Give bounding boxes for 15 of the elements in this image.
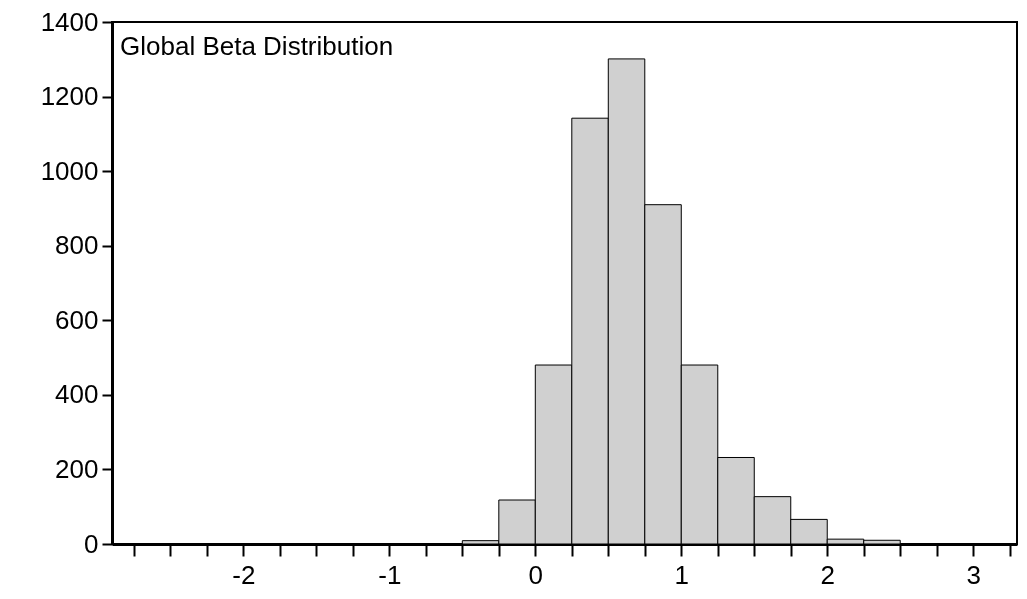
x-tick-label: -1 bbox=[378, 559, 402, 590]
x-tick-label: 2 bbox=[820, 559, 835, 590]
y-tick-label: 0 bbox=[84, 528, 99, 559]
y-tick-label: 1400 bbox=[40, 6, 99, 37]
y-tick-label: 1000 bbox=[40, 155, 99, 186]
y-tick-label: 800 bbox=[55, 230, 99, 261]
x-tick-label: 3 bbox=[966, 559, 981, 590]
x-tick-label: -2 bbox=[232, 559, 256, 590]
y-tick-label: 200 bbox=[55, 453, 99, 484]
x-tick-label: 1 bbox=[674, 559, 690, 590]
y-tick-label: 600 bbox=[55, 304, 99, 335]
x-tick-label: 0 bbox=[528, 559, 544, 590]
y-tick-label: 400 bbox=[55, 379, 99, 410]
y-tick-label: 1200 bbox=[40, 81, 99, 112]
chart-title: Global Beta Distribution bbox=[120, 31, 394, 61]
